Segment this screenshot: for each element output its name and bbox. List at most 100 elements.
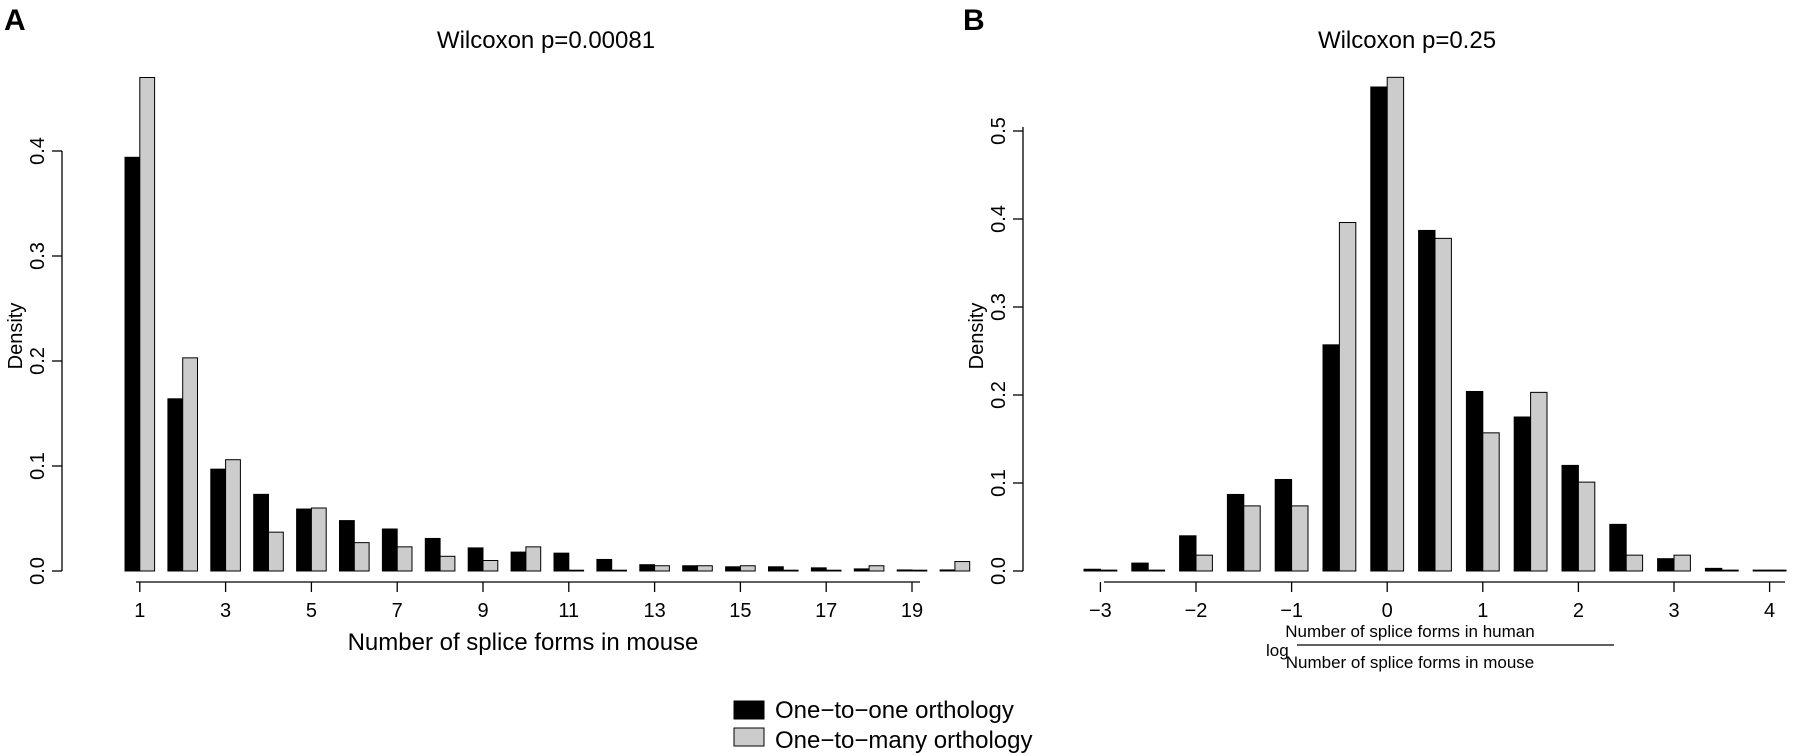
panel-a-bar-s1-c14 — [739, 565, 756, 572]
panel-b-bar-s1-c14 — [1769, 569, 1787, 572]
panel-b-bar-s0-c2 — [1179, 535, 1197, 572]
panel-b-bar-s1-c7 — [1434, 237, 1452, 572]
legend-label-one-to-one: One−to−one orthology — [775, 697, 1014, 724]
panel-b-bar-s1-c3 — [1243, 505, 1261, 572]
panel-b-x-label-numerator: Number of splice forms in human — [1285, 622, 1534, 641]
panel-b-bar-s1-c5 — [1338, 222, 1357, 572]
panel-a-y-ticks: 0.0 0.1 0.2 0.3 0.4 — [27, 137, 62, 585]
panel-b-y-label: Density — [966, 303, 988, 370]
panel-a-bar-s1-c7 — [439, 555, 456, 572]
panel-b-xtick-label-2: −1 — [1280, 600, 1303, 622]
legend-swatch-one-to-one — [733, 700, 765, 720]
panel-a-bar-s1-c2 — [225, 459, 241, 572]
panel-a-xtick-label-2: 5 — [306, 600, 317, 622]
panel-a-bar-s1-c15 — [782, 569, 799, 572]
panel-b-bar-s0-c10 — [1561, 464, 1579, 572]
panel-b-bar-s0-c12 — [1657, 558, 1675, 572]
panel-b-xtick-label-0: −3 — [1089, 600, 1112, 622]
panel-b-y-ticks: 0.0 0.1 0.2 0.3 0.4 0.5 — [988, 117, 1023, 585]
panel-b-bar-s0-c0 — [1083, 568, 1101, 572]
panel-b-bar-s1-c4 — [1291, 505, 1309, 572]
panel-b-bar-s1-c2 — [1195, 554, 1213, 572]
panel-b-bar-s0-c5 — [1322, 344, 1340, 572]
panel-a-bar-s0-c10 — [553, 552, 570, 572]
panel-a-bar-s0-c8 — [467, 547, 484, 572]
panel-b-x-label-prefix: log — [1266, 641, 1289, 660]
panel-a-bar-s0-c2 — [210, 468, 227, 572]
panel-b-ytick-label-0: 0.0 — [988, 557, 1010, 585]
panel-a-bar-s0-c15 — [768, 566, 784, 572]
panel-a-ytick-label-4: 0.4 — [27, 137, 49, 165]
panel-a-xtick-label-5: 11 — [558, 600, 579, 622]
panel-b-bar-s0-c8 — [1465, 390, 1484, 572]
panel-a-bar-s1-c17 — [868, 565, 885, 572]
panel-a-bar-s1-c16 — [825, 569, 842, 572]
panel-a-bar-s0-c1 — [167, 398, 184, 572]
panel-b-bar-s1-c13 — [1721, 569, 1739, 572]
panel-a-bar-s1-c12 — [654, 565, 670, 572]
panel-a-bar-s1-c0 — [139, 77, 156, 572]
panel-a-bar-s0-c0 — [124, 156, 141, 572]
panel-b-bar-s1-c12 — [1673, 554, 1691, 572]
panel-a-bar-s1-c8 — [482, 560, 499, 572]
panel-a-xtick-label-4: 9 — [477, 600, 488, 622]
panel-b-bar-s1-c8 — [1482, 432, 1500, 572]
panel-b-ytick-label-5: 0.5 — [988, 117, 1010, 145]
panel-a-bar-s1-c19 — [954, 561, 971, 572]
panel-a-bar-s1-c6 — [396, 546, 413, 572]
panel-a-bar-s0-c6 — [381, 528, 398, 572]
panel-b-bars — [1083, 76, 1787, 572]
panel-a-ytick-label-3: 0.3 — [27, 242, 49, 270]
panel-b-letter: B — [963, 4, 985, 37]
panel-a-bar-s0-c3 — [253, 493, 269, 572]
panel-b-xtick-label-4: 1 — [1477, 600, 1488, 622]
panel-a-bar-s1-c13 — [697, 565, 713, 572]
panel-a-bar-s0-c12 — [639, 564, 656, 572]
panel-b-xtick-label-7: 4 — [1764, 600, 1775, 622]
panel-a-letter: A — [4, 4, 26, 37]
panel-b-bar-s0-c11 — [1609, 523, 1627, 572]
panel-b-x-label-denominator: Number of splice forms in mouse — [1286, 653, 1534, 672]
panel-a-xtick-label-1: 3 — [220, 600, 231, 622]
panel-a-ytick-label-1: 0.1 — [27, 452, 49, 480]
panel-b-bar-s0-c6 — [1370, 86, 1388, 572]
panel-a-bar-s0-c18 — [896, 569, 913, 572]
panel-a-y-label: Density — [5, 303, 27, 370]
panel-a-xtick-label-6: 13 — [643, 600, 665, 622]
panel-b-x-ticks: −3 −2 −1 0 1 2 3 4 — [1089, 582, 1775, 622]
panel-a-bar-s0-c16 — [810, 567, 827, 572]
panel-b: Wilcoxon p=0.25 0.00.10.20.30.40.5 −3 −2−… — [966, 27, 1787, 672]
panel-b-bar-s1-c11 — [1625, 554, 1644, 572]
panel-b-bar-s0-c1 — [1131, 562, 1149, 572]
panel-a-bar-s1-c18 — [911, 569, 928, 572]
panel-a-title: Wilcoxon p=0.00081 — [437, 27, 655, 54]
panel-b-ytick-label-3: 0.3 — [988, 293, 1010, 321]
panel-a-bar-s1-c11 — [611, 569, 628, 572]
panel-a-bar-s1-c5 — [353, 542, 370, 572]
panel-a-x-ticks: 1 3 5 7 9 11 13 15 17 19 — [134, 582, 923, 622]
panel-a-xtick-label-7: 15 — [729, 600, 751, 622]
panel-b-bar-s1-c10 — [1577, 481, 1596, 572]
panel-a-ytick-label-0: 0.0 — [27, 557, 49, 585]
panel-b-bar-s1-c0 — [1099, 569, 1118, 572]
panel-b-bar-s1-c6 — [1386, 76, 1405, 572]
panel-b-bar-s1-c9 — [1530, 391, 1548, 572]
panel-a-bar-s0-c14 — [725, 566, 741, 572]
legend: One−to−one orthology One−to−many ortholo… — [733, 697, 1033, 754]
panel-b-ytick-label-2: 0.2 — [988, 381, 1010, 409]
panel-a-bar-s0-c7 — [424, 537, 441, 572]
panel-a-bar-s0-c19 — [939, 569, 956, 572]
panel-a-bar-s1-c3 — [268, 531, 284, 572]
panel-a-bar-s0-c5 — [339, 520, 355, 572]
panel-a-bar-s1-c10 — [568, 569, 585, 572]
panel-b-bar-s0-c3 — [1226, 493, 1245, 572]
legend-swatch-one-to-many — [733, 727, 765, 747]
panel-a-bar-s0-c4 — [296, 508, 312, 572]
panel-a-xtick-label-0: 1 — [134, 600, 145, 622]
panel-b-bar-s0-c13 — [1704, 567, 1723, 572]
panel-a-xtick-label-8: 17 — [815, 600, 837, 622]
panel-b-title: Wilcoxon p=0.25 — [1318, 27, 1496, 54]
legend-label-one-to-many: One−to−many orthology — [775, 727, 1033, 754]
